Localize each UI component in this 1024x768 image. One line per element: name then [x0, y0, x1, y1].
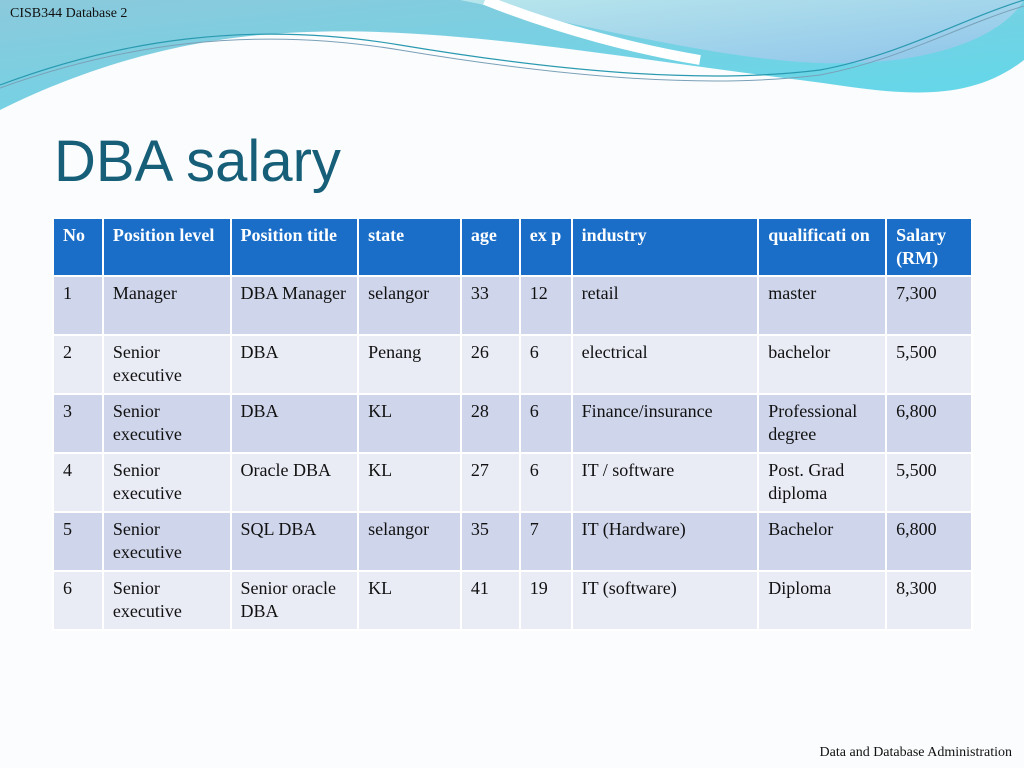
table-cell: 3: [52, 393, 104, 454]
table-cell: 1: [52, 275, 104, 336]
slide-title: DBA salary: [54, 129, 341, 194]
table-row: 5 Senior executive SQL DBA selangor 35 7 IT (H…: [52, 511, 973, 572]
table-cell: Senior executive: [101, 334, 232, 395]
table-cell: master: [757, 275, 888, 336]
course-label: CISB344 Database 2: [10, 6, 128, 21]
table-cell: 2: [52, 334, 104, 395]
table-cell: IT (Hardware): [570, 511, 760, 572]
table-cell: electrical: [570, 334, 760, 395]
table-cell: 27: [459, 452, 521, 513]
table-cell: selangor: [357, 275, 462, 336]
table-row: 1 Manager DBA Manager selangor 33 12 retail mas…: [52, 275, 973, 336]
table-cell: Senior executive: [101, 511, 232, 572]
table-cell: 33: [459, 275, 521, 336]
column-header: industry: [570, 217, 760, 277]
table-cell: KL: [357, 570, 462, 631]
table-cell: 41: [459, 570, 521, 631]
salary-table: No Position level Position title state age ex…: [52, 217, 973, 631]
table-row: 6 Senior executive Senior oracle DBA KL 41 19…: [52, 570, 973, 631]
table-cell: Penang: [357, 334, 462, 395]
table-cell: Senior executive: [101, 452, 232, 513]
table-cell: Diploma: [757, 570, 888, 631]
table-row: 2 Senior executive DBA Penang 26 6 electrical b…: [52, 334, 973, 395]
table-cell: Bachelor: [757, 511, 888, 572]
table-cell: Senior executive: [101, 570, 232, 631]
table-cell: Senior oracle DBA: [229, 570, 360, 631]
column-header: Position title: [229, 217, 360, 277]
table-cell: 7,300: [885, 275, 973, 336]
table-cell: Senior executive: [101, 393, 232, 454]
table-cell: 5: [52, 511, 104, 572]
table-cell: 28: [459, 393, 521, 454]
footer-text: Data and Database Administration: [819, 745, 1012, 760]
table-cell: SQL DBA: [229, 511, 360, 572]
table-cell: selangor: [357, 511, 462, 572]
column-header: qualificati on: [757, 217, 888, 277]
table-cell: IT (software): [570, 570, 760, 631]
table-cell: 5,500: [885, 334, 973, 395]
table-cell: 6,800: [885, 511, 973, 572]
table-cell: DBA: [229, 334, 360, 395]
table-cell: 26: [459, 334, 521, 395]
table-cell: Oracle DBA: [229, 452, 360, 513]
column-header: ex p: [518, 217, 573, 277]
table-cell: 4: [52, 452, 104, 513]
table-cell: IT / software: [570, 452, 760, 513]
table-cell: 6: [518, 334, 573, 395]
table-cell: 6: [518, 452, 573, 513]
table-cell: 5,500: [885, 452, 973, 513]
column-header: state: [357, 217, 462, 277]
table-cell: 6,800: [885, 393, 973, 454]
table-cell: Manager: [101, 275, 232, 336]
column-header: Position level: [101, 217, 232, 277]
table-cell: 12: [518, 275, 573, 336]
table-cell: 7: [518, 511, 573, 572]
table-cell: Post. Grad diploma: [757, 452, 888, 513]
table-cell: 19: [518, 570, 573, 631]
table-row: 4 Senior executive Oracle DBA KL 27 6 IT / sof…: [52, 452, 973, 513]
table-cell: 6: [518, 393, 573, 454]
wave-decoration: [0, 0, 1024, 110]
table-header-row: No Position level Position title state age ex…: [52, 217, 973, 277]
table-cell: KL: [357, 452, 462, 513]
column-header: age: [459, 217, 521, 277]
table-cell: 35: [459, 511, 521, 572]
table-cell: 6: [52, 570, 104, 631]
table-cell: Finance/insurance: [570, 393, 760, 454]
table-row: 3 Senior executive DBA KL 28 6 Finance/insuran…: [52, 393, 973, 454]
table-cell: 8,300: [885, 570, 973, 631]
table-cell: DBA Manager: [229, 275, 360, 336]
table-cell: DBA: [229, 393, 360, 454]
table-cell: bachelor: [757, 334, 888, 395]
column-header: Salary (RM): [885, 217, 973, 277]
table-cell: KL: [357, 393, 462, 454]
column-header: No: [52, 217, 104, 277]
table-cell: Professional degree: [757, 393, 888, 454]
table-cell: retail: [570, 275, 760, 336]
